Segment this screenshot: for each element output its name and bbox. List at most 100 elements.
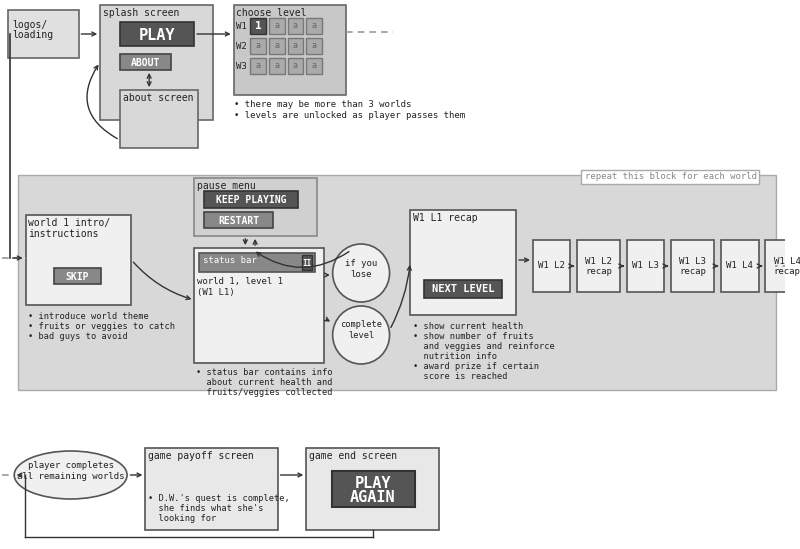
Text: a: a — [274, 21, 279, 31]
Text: W1 L2: W1 L2 — [585, 256, 612, 266]
Text: a: a — [293, 21, 298, 31]
FancyBboxPatch shape — [581, 170, 759, 184]
Text: nutrition info: nutrition info — [413, 352, 497, 361]
Text: W1 L2: W1 L2 — [538, 261, 565, 271]
FancyBboxPatch shape — [410, 210, 516, 315]
FancyBboxPatch shape — [194, 248, 324, 363]
Text: II: II — [302, 259, 312, 267]
Text: game payoff screen: game payoff screen — [148, 451, 254, 461]
Text: a: a — [293, 42, 298, 51]
Text: a: a — [311, 61, 317, 70]
Text: instructions: instructions — [29, 229, 99, 239]
Text: about current health and: about current health and — [196, 378, 333, 387]
Text: status bar: status bar — [203, 256, 257, 265]
Text: splash screen: splash screen — [103, 8, 179, 18]
FancyBboxPatch shape — [120, 22, 194, 46]
Text: world 1, level 1: world 1, level 1 — [198, 277, 283, 286]
Text: • bad guys to avoid: • bad guys to avoid — [29, 332, 128, 341]
Text: W1 L1 recap: W1 L1 recap — [413, 213, 478, 223]
Text: and veggies and reinforce: and veggies and reinforce — [413, 342, 555, 351]
FancyBboxPatch shape — [250, 38, 266, 54]
FancyBboxPatch shape — [194, 178, 317, 236]
Text: pause menu: pause menu — [198, 181, 256, 191]
Text: a: a — [293, 61, 298, 70]
Text: all remaining worlds: all remaining worlds — [17, 472, 125, 481]
Text: W2: W2 — [237, 42, 247, 51]
Ellipse shape — [14, 451, 127, 499]
Text: W1 L3: W1 L3 — [632, 261, 659, 271]
Text: a: a — [255, 61, 261, 70]
Text: a: a — [311, 21, 317, 31]
Text: • levels are unlocked as player passes them: • levels are unlocked as player passes t… — [234, 111, 465, 120]
FancyBboxPatch shape — [306, 448, 438, 530]
Text: a: a — [274, 42, 279, 51]
Text: repeat this block for each world: repeat this block for each world — [585, 172, 757, 181]
FancyBboxPatch shape — [671, 240, 714, 292]
FancyBboxPatch shape — [287, 18, 303, 34]
FancyBboxPatch shape — [287, 58, 303, 74]
FancyBboxPatch shape — [120, 54, 170, 70]
Text: • award prize if certain: • award prize if certain — [413, 362, 539, 371]
Text: • introduce world theme: • introduce world theme — [29, 312, 150, 321]
FancyBboxPatch shape — [306, 18, 322, 34]
Circle shape — [333, 244, 390, 302]
Text: • fruits or veggies to catch: • fruits or veggies to catch — [29, 322, 175, 331]
Text: recap: recap — [679, 266, 706, 276]
Text: (W1 L1): (W1 L1) — [198, 288, 235, 297]
FancyBboxPatch shape — [269, 18, 285, 34]
FancyBboxPatch shape — [269, 58, 285, 74]
FancyBboxPatch shape — [302, 255, 312, 270]
Text: if you: if you — [345, 259, 378, 268]
Text: PLAY: PLAY — [138, 27, 175, 42]
Text: RESTART: RESTART — [218, 216, 259, 226]
Text: W3: W3 — [237, 62, 247, 71]
FancyBboxPatch shape — [120, 90, 198, 148]
Text: looking for: looking for — [148, 514, 217, 523]
FancyBboxPatch shape — [287, 38, 303, 54]
FancyBboxPatch shape — [204, 212, 273, 228]
FancyBboxPatch shape — [250, 18, 266, 34]
FancyBboxPatch shape — [627, 240, 664, 292]
Text: PLAY: PLAY — [354, 475, 391, 490]
FancyBboxPatch shape — [199, 253, 315, 272]
Text: lose: lose — [350, 270, 372, 279]
Text: • show number of fruits: • show number of fruits — [413, 332, 534, 341]
Text: game end screen: game end screen — [309, 451, 398, 461]
Text: a: a — [255, 42, 261, 51]
Text: W1 L3: W1 L3 — [679, 256, 706, 266]
Text: score is reached: score is reached — [413, 372, 508, 381]
Text: a: a — [311, 42, 317, 51]
Text: 1: 1 — [254, 21, 262, 31]
Text: KEEP PLAYING: KEEP PLAYING — [216, 195, 286, 205]
FancyBboxPatch shape — [577, 240, 620, 292]
FancyBboxPatch shape — [306, 58, 322, 74]
Text: NEXT LEVEL: NEXT LEVEL — [432, 284, 494, 294]
Text: player completes: player completes — [28, 461, 114, 470]
Text: world 1 intro/: world 1 intro/ — [29, 218, 110, 228]
Text: • show current health: • show current health — [413, 322, 523, 331]
FancyBboxPatch shape — [722, 240, 758, 292]
Text: level: level — [348, 331, 374, 340]
Text: recap: recap — [585, 266, 612, 276]
Text: • D.W.'s quest is complete,: • D.W.'s quest is complete, — [148, 494, 290, 503]
Text: choose level: choose level — [237, 8, 307, 18]
Circle shape — [333, 306, 390, 364]
Text: • status bar contains info: • status bar contains info — [196, 368, 333, 377]
Text: SKIP: SKIP — [66, 272, 90, 282]
Text: fruits/veggies collected: fruits/veggies collected — [196, 388, 333, 397]
FancyBboxPatch shape — [533, 240, 570, 292]
Text: recap: recap — [774, 266, 800, 276]
FancyBboxPatch shape — [26, 215, 131, 305]
FancyBboxPatch shape — [204, 191, 298, 208]
FancyBboxPatch shape — [100, 5, 213, 120]
Text: W1 L4: W1 L4 — [726, 261, 754, 271]
Text: W1: W1 — [237, 22, 247, 31]
Text: she finds what she's: she finds what she's — [148, 504, 264, 513]
FancyBboxPatch shape — [269, 38, 285, 54]
FancyBboxPatch shape — [8, 10, 78, 58]
Text: loading: loading — [13, 30, 54, 40]
FancyBboxPatch shape — [332, 471, 415, 507]
FancyBboxPatch shape — [766, 240, 800, 292]
Text: about screen: about screen — [122, 93, 193, 103]
Text: logos/: logos/ — [13, 20, 48, 30]
